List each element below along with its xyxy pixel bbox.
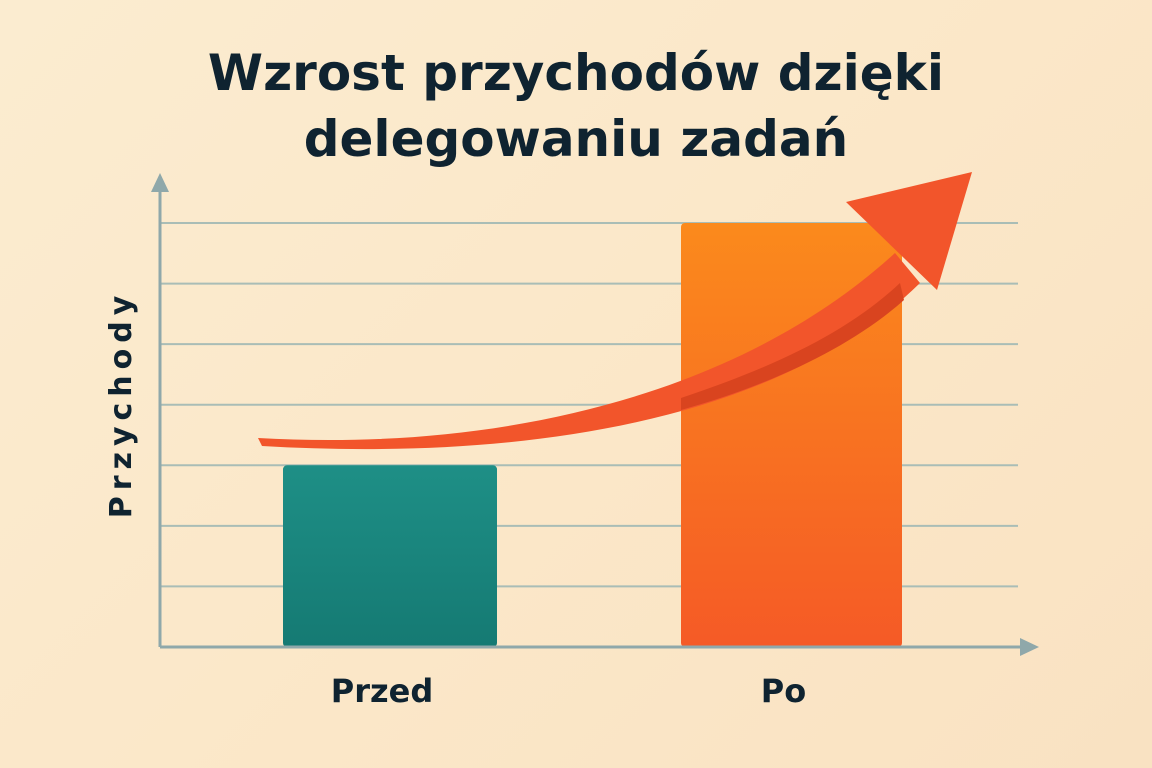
chart-title-line-1: Wzrost przychodów dzięki xyxy=(207,44,945,102)
chart-title: Wzrost przychodów dzięki delegowaniu zad… xyxy=(0,40,1152,172)
x-tick-label-przed: Przed xyxy=(331,672,433,710)
axes xyxy=(151,173,1039,656)
chart-title-line-2: delegowaniu zadań xyxy=(303,110,849,168)
x-tick-labels: Przed Po xyxy=(331,672,806,710)
trend-arrow xyxy=(258,172,972,450)
trend-arrow-shade xyxy=(681,283,904,410)
trend-arrow-head xyxy=(846,172,972,290)
y-axis-label: Przychody xyxy=(104,290,139,519)
bars xyxy=(283,223,902,647)
x-axis-arrowhead xyxy=(1020,638,1039,656)
trend-arrow-body xyxy=(258,253,920,450)
y-axis-arrowhead xyxy=(151,173,169,192)
x-tick-label-po: Po xyxy=(761,672,806,710)
bar-przed xyxy=(283,465,497,647)
